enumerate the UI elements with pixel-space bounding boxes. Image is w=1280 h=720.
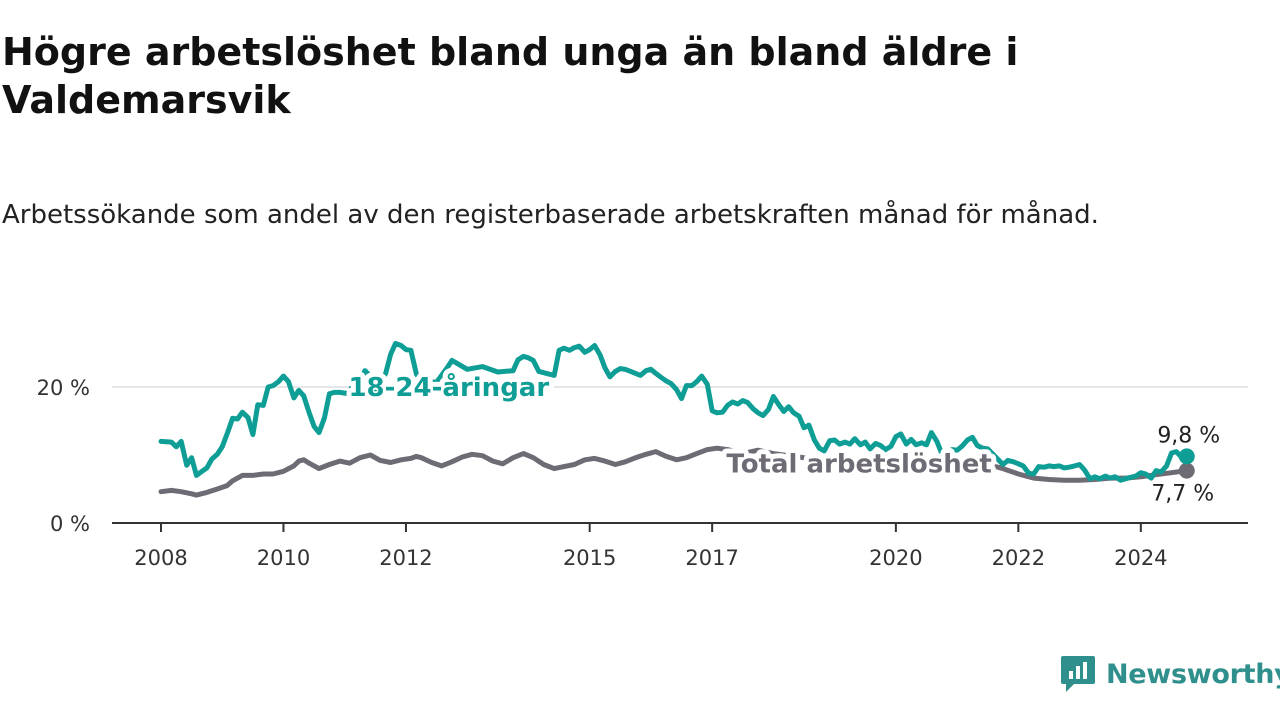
x-tick-label: 2020 (869, 546, 922, 570)
x-tick-label: 2024 (1114, 546, 1167, 570)
series-lines (158, 341, 1195, 498)
youth-end-value-label: 9,8 % (1157, 423, 1220, 448)
y-axis-ticks: 0 % 20 % (37, 376, 90, 536)
brand-name: Newsworthy (1106, 658, 1280, 690)
y-tick-label: 0 % (50, 512, 90, 536)
total-end-value-label: 7,7 % (1151, 482, 1214, 507)
y-tick-label: 20 % (37, 376, 90, 400)
youth-series-line (158, 341, 1190, 483)
brand-logo: Newsworthy (1060, 654, 1280, 694)
x-tick-label: 2012 (379, 546, 432, 570)
total-series-end-point (1178, 462, 1195, 479)
x-tick-label: 2010 (257, 546, 310, 570)
youth-series-label-halo: 18-24-åringar (348, 371, 549, 403)
chart-subtitle: Arbetssökande som andel av den registerb… (2, 200, 1099, 230)
youth-series-label: 18-24-åringar (348, 371, 549, 403)
total-series-line (158, 445, 1190, 498)
line-chart: 0 % 20 % 2008 2010 2012 2015 2017 2020 2022 2024… (37, 341, 1248, 570)
x-tick-label: 2017 (685, 546, 738, 570)
x-tick-label: 2008 (134, 546, 187, 570)
youth-series-end-point (1178, 448, 1195, 465)
total-series-label: Total arbetslöshet (726, 450, 991, 480)
newsworthy-logo-icon (1061, 656, 1095, 692)
chart-title: Högre arbetslöshet bland unga än bland ä… (2, 30, 1019, 122)
total-series-label-halo: Total arbetslöshet (726, 450, 991, 480)
x-tick-label: 2015 (563, 546, 616, 570)
x-axis-ticks: 2008 2010 2012 2015 2017 2020 2022 2024 (134, 523, 1168, 570)
x-tick-label: 2022 (992, 546, 1045, 570)
